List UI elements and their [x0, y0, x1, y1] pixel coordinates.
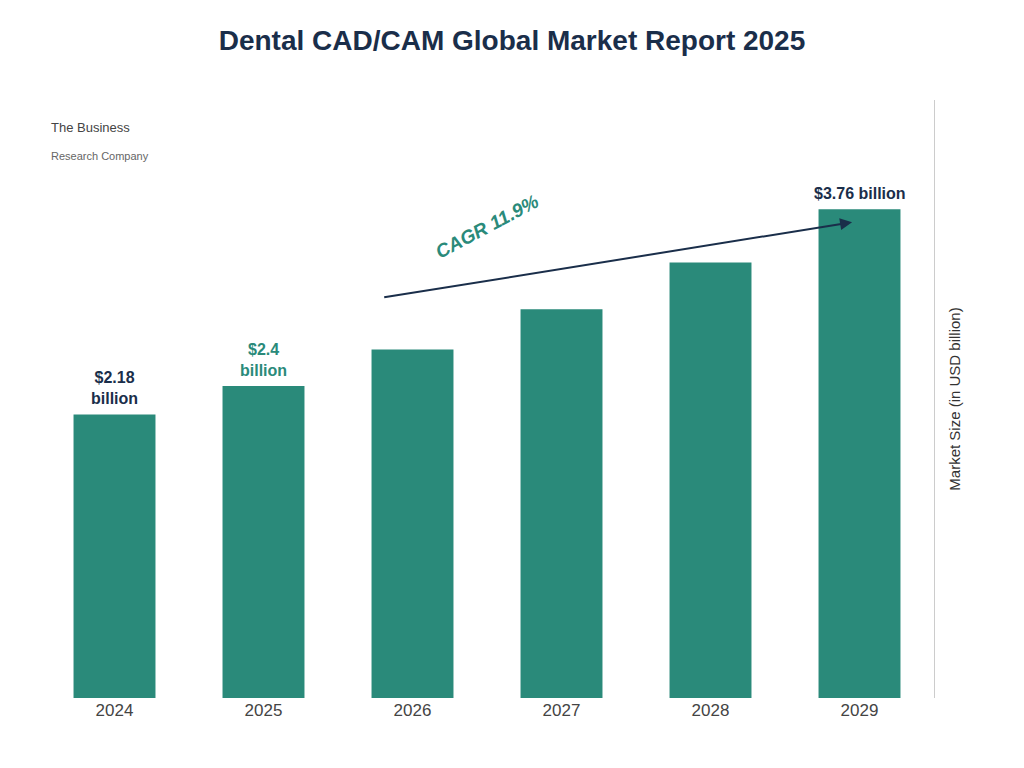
svg-text:2027: 2027: [543, 701, 581, 720]
svg-text:$2.4billion: $2.4billion: [240, 341, 287, 379]
svg-text:2028: 2028: [692, 701, 730, 720]
svg-text:2025: 2025: [245, 701, 283, 720]
svg-text:Dental CAD/CAM Global Market R: Dental CAD/CAM Global Market Report 2025: [219, 25, 806, 56]
svg-text:2029: 2029: [841, 701, 879, 720]
svg-text:The Business: The Business: [51, 120, 130, 135]
svg-text:2026: 2026: [394, 701, 432, 720]
svg-text:$3.76 billion: $3.76 billion: [814, 185, 906, 202]
svg-text:CAGR 11.9%: CAGR 11.9%: [432, 191, 542, 263]
svg-text:2024: 2024: [96, 701, 134, 720]
svg-text:Research Company: Research Company: [51, 150, 149, 162]
svg-text:Market Size (in USD billion): Market Size (in USD billion): [946, 307, 963, 490]
svg-text:$2.18billion: $2.18billion: [91, 369, 138, 407]
